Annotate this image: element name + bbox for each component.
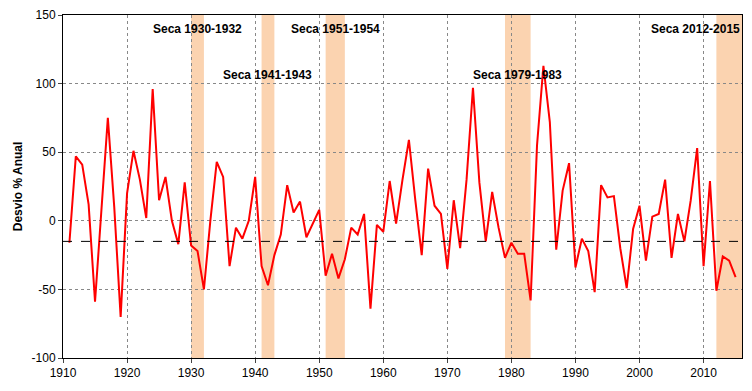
svg-text:0: 0 (49, 214, 56, 228)
svg-text:1950: 1950 (306, 366, 333, 380)
svg-text:Seca 1930-1932: Seca 1930-1932 (153, 22, 242, 36)
svg-text:Desvio % Anual: Desvio % Anual (11, 142, 25, 232)
svg-text:150: 150 (36, 8, 56, 22)
svg-text:Seca 1941-1943: Seca 1941-1943 (223, 68, 312, 82)
svg-text:100: 100 (36, 77, 56, 91)
svg-text:Seca 1951-1954: Seca 1951-1954 (291, 22, 380, 36)
svg-text:2000: 2000 (626, 366, 653, 380)
svg-text:Seca 2012-2015: Seca 2012-2015 (651, 22, 740, 36)
svg-text:1970: 1970 (434, 366, 461, 380)
svg-text:1990: 1990 (562, 366, 589, 380)
svg-text:2010: 2010 (690, 366, 717, 380)
svg-text:-50: -50 (38, 283, 56, 297)
svg-text:Seca 1979-1983: Seca 1979-1983 (473, 68, 562, 82)
svg-text:-100: -100 (32, 351, 56, 365)
svg-text:1930: 1930 (178, 366, 205, 380)
svg-text:1960: 1960 (370, 366, 397, 380)
svg-text:1910: 1910 (50, 366, 77, 380)
svg-text:50: 50 (42, 145, 56, 159)
svg-text:1920: 1920 (114, 366, 141, 380)
svg-text:1980: 1980 (498, 366, 525, 380)
svg-text:1940: 1940 (242, 366, 269, 380)
